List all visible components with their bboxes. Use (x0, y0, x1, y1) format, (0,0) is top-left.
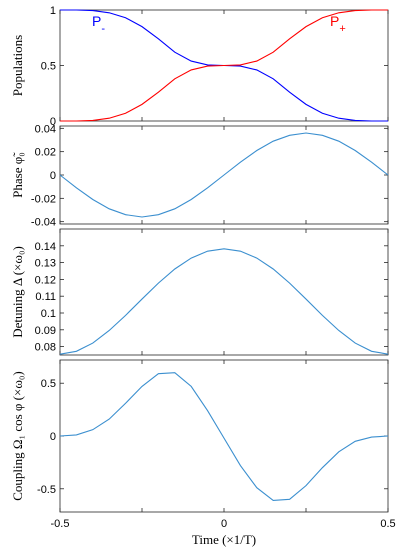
chart-panel-4: -0.5 0 0.5 Coupling Ω₁ cos φ (×ω₀) -0.5 0 0.5 T… (10, 359, 396, 547)
y-axis-title: Detuning Δ (×ω₀) (10, 246, 25, 338)
y-tick-label: 0.09 (35, 325, 56, 337)
axes-box (59, 359, 389, 513)
axes-box (59, 228, 389, 356)
y-tick-label: 0.08 (35, 342, 56, 354)
chart-panel-2: -0.04 -0.02 0 0.02 0.04 Phase φ̃₀ (10, 123, 389, 229)
x-tick-label: 0.5 (380, 518, 395, 530)
series-line-1 (59, 248, 389, 355)
y-axis-title: Populations (10, 35, 25, 96)
y-tick-label: 0 (50, 170, 56, 182)
y-tick-label: 0.12 (35, 274, 56, 286)
chart-panel-1: 0 0.5 1 Populations P- P+ (10, 5, 389, 128)
y-tick-label: 0.13 (35, 258, 56, 270)
legend-label-2: P+ (330, 13, 346, 35)
y-tick-label: -0.5 (37, 484, 56, 496)
series-line-1 (59, 372, 389, 501)
chart-panel-3: 0.08 0.09 0.1 0.11 0.12 0.13 0.14 Detuning Δ (×… (10, 228, 389, 356)
y-tick-label: -0.04 (31, 217, 56, 229)
y-tick-label: -0.02 (31, 193, 56, 205)
y-tick-label: 0.5 (41, 61, 56, 73)
y-axis-title: Coupling Ω₁ cos φ (×ω₀) (10, 371, 25, 501)
y-tick-label: 0.04 (35, 123, 56, 135)
y-tick-label: 0 (50, 116, 56, 128)
x-axis-title: Time (×1/T) (192, 532, 256, 547)
y-tick-label: 0 (50, 431, 56, 443)
y-axis-title: Phase φ̃₀ (10, 152, 25, 198)
y-tick-label: 0.5 (41, 378, 56, 390)
y-tick-label: 0.1 (41, 308, 56, 320)
legend-label-1: P- (92, 13, 105, 35)
series-line-1 (59, 132, 389, 218)
y-tick-label: 1 (50, 5, 56, 17)
y-tick-label: 0.11 (35, 291, 56, 303)
x-tick-label: -0.5 (51, 518, 70, 530)
y-tick-label: 0.14 (35, 241, 56, 253)
y-tick-label: 0.02 (35, 147, 56, 159)
series-line-P2 (60, 9, 388, 122)
x-tick-label: 0 (221, 518, 227, 530)
